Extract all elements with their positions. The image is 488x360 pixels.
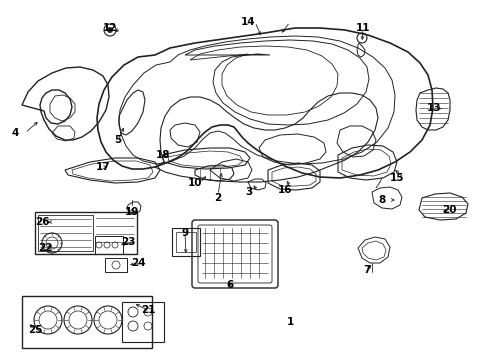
Text: 26: 26 [35,217,49,227]
Text: 11: 11 [355,23,369,33]
Text: 25: 25 [28,325,42,335]
Text: 9: 9 [181,228,188,238]
Text: 10: 10 [187,178,202,188]
Text: 15: 15 [389,173,404,183]
Bar [35,212,137,254]
Bar [122,302,163,342]
Text: 14: 14 [240,17,255,27]
Text: 2: 2 [214,193,221,203]
Text: 1: 1 [286,317,293,327]
Circle shape [107,27,112,32]
Text: 18: 18 [156,150,170,160]
Text: 24: 24 [130,258,145,268]
Text: 21: 21 [141,305,155,315]
Bar [95,236,123,254]
Bar [22,296,152,348]
Text: 17: 17 [96,162,110,172]
Text: 5: 5 [114,135,122,145]
Bar [105,258,127,272]
Text: 23: 23 [121,237,135,247]
Bar [176,232,196,252]
Text: 3: 3 [245,187,252,197]
Bar [38,215,93,251]
Bar [172,228,200,256]
Text: 4: 4 [11,128,19,138]
Text: 13: 13 [426,103,440,113]
Text: 12: 12 [102,23,117,33]
Text: 7: 7 [363,265,370,275]
Text: 16: 16 [277,185,292,195]
Text: 19: 19 [124,207,139,217]
Text: 22: 22 [38,243,52,253]
Text: 20: 20 [441,205,455,215]
Text: 6: 6 [226,280,233,290]
Text: 8: 8 [378,195,385,205]
